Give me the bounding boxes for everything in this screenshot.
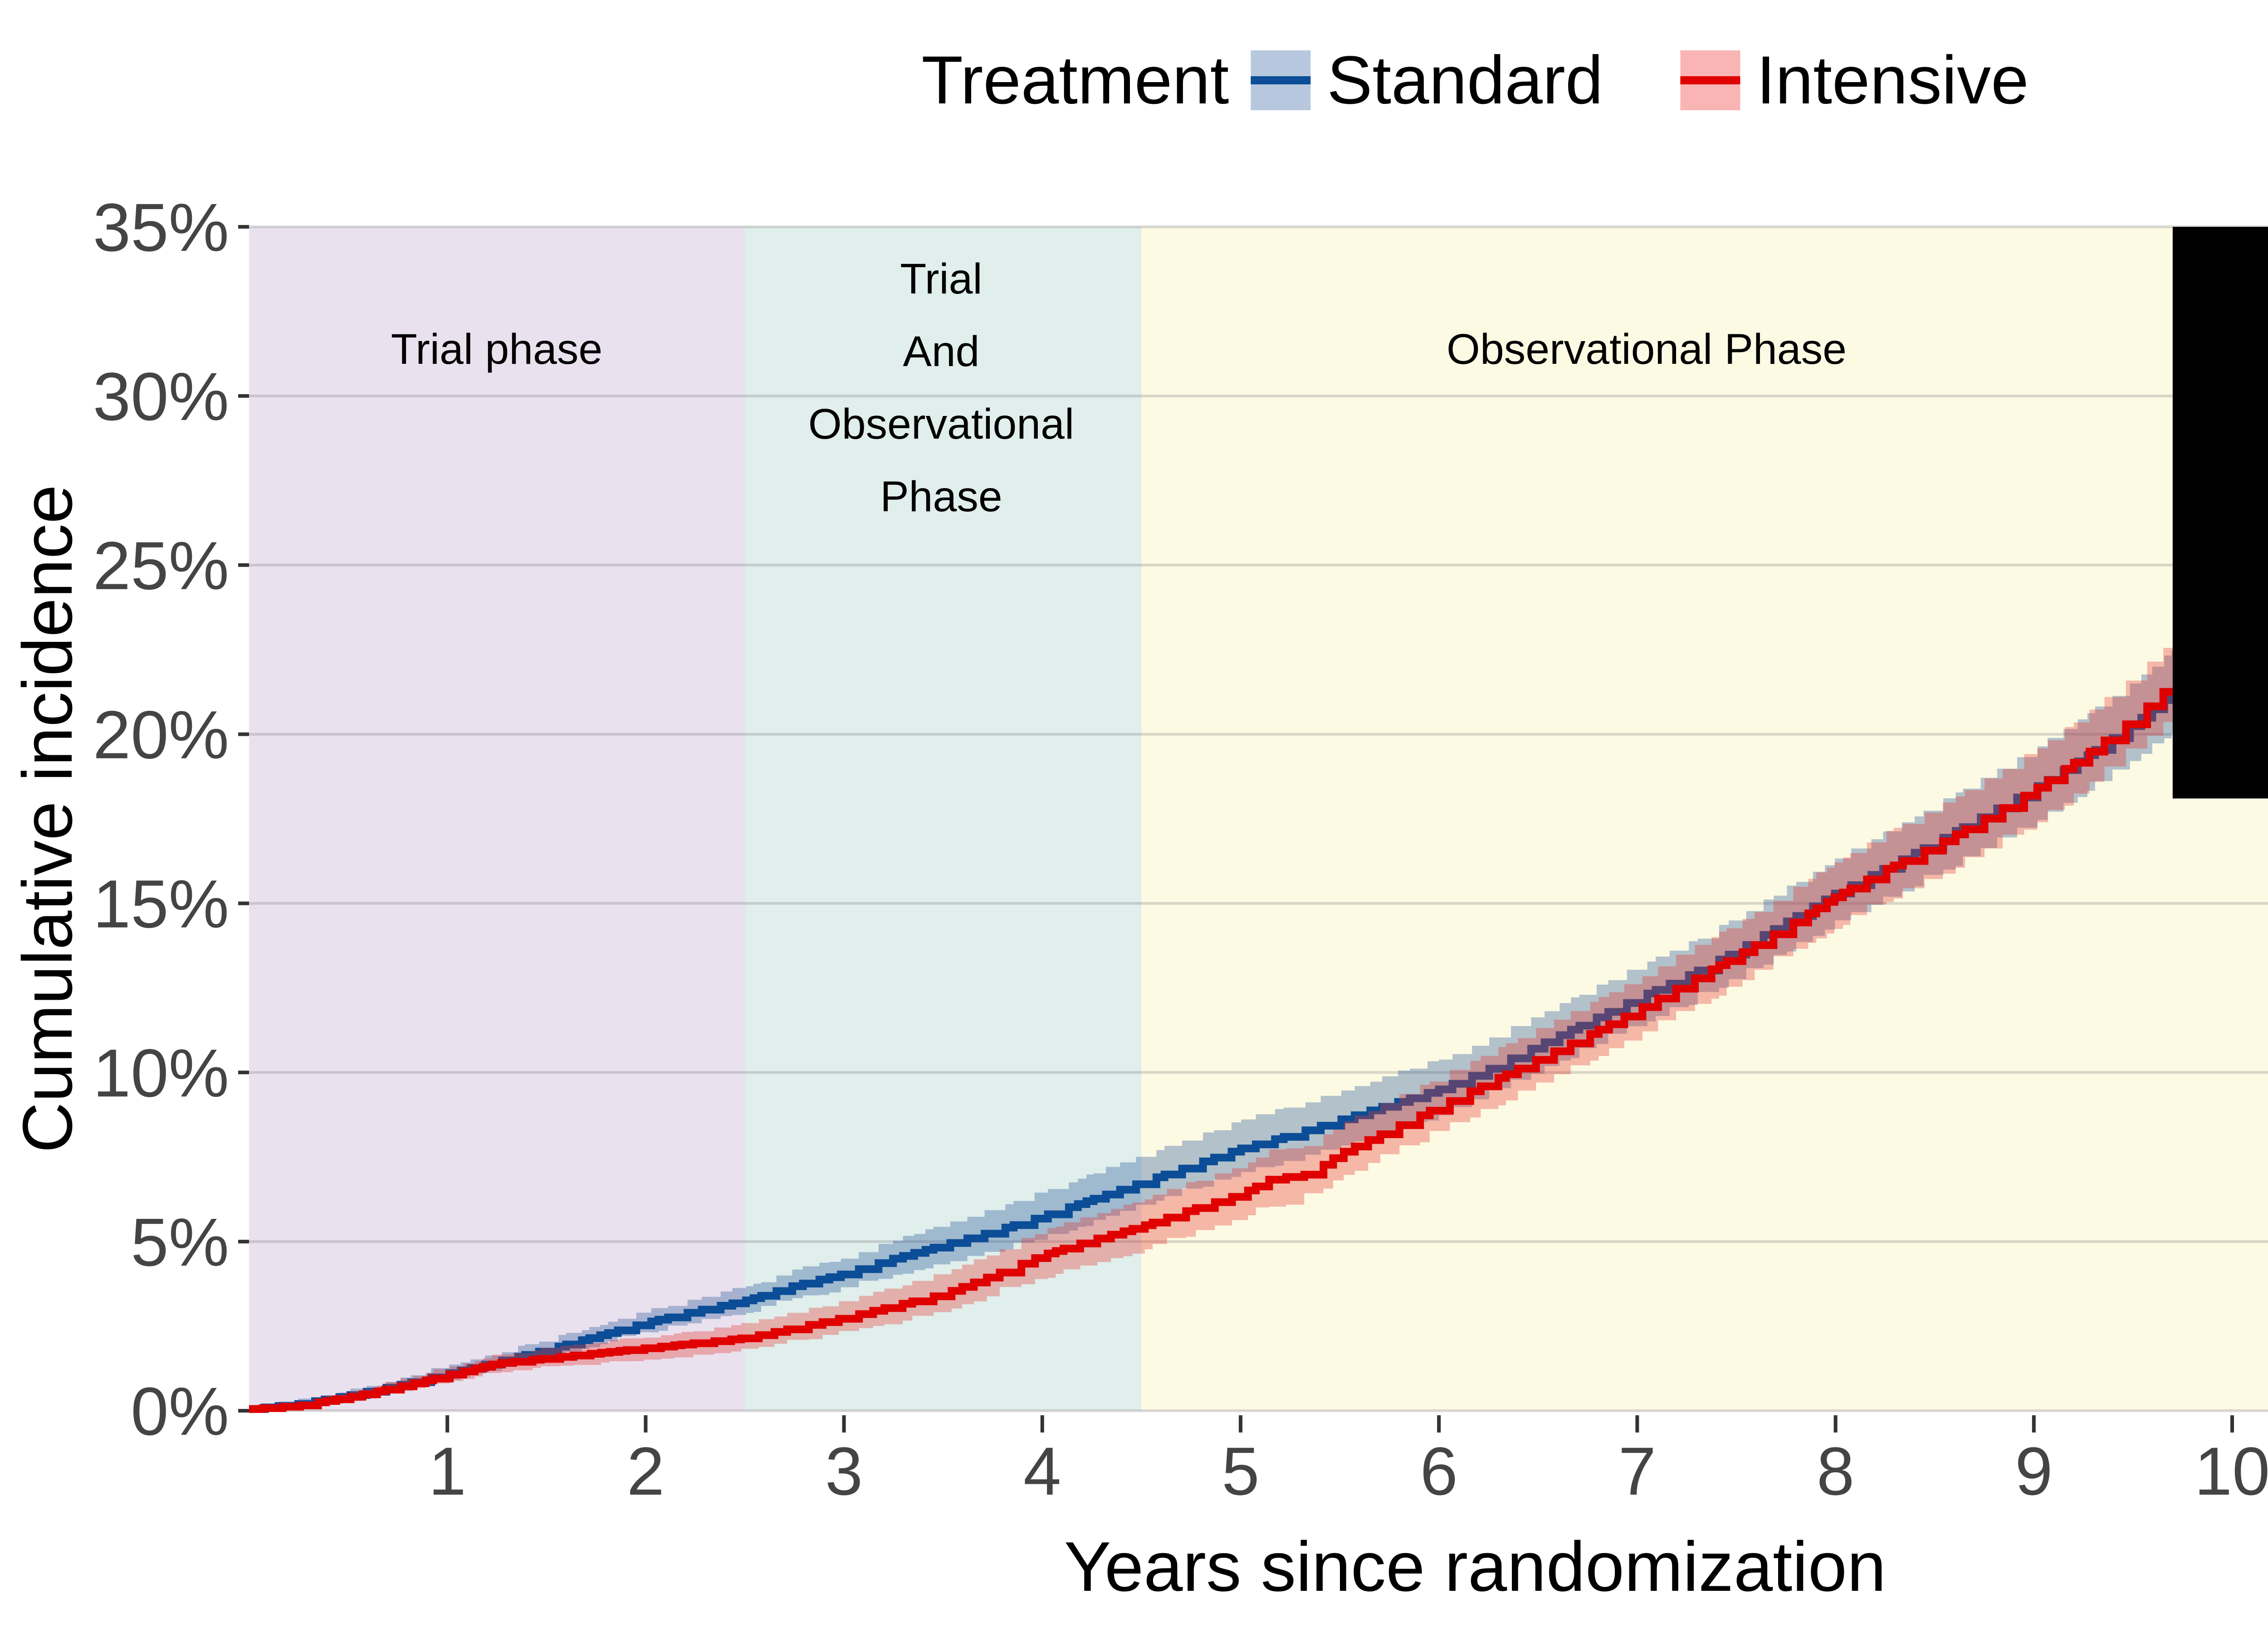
y-tick-label: 25% bbox=[93, 528, 229, 604]
region-label-trial-phase: Trial phase bbox=[391, 325, 603, 373]
y-tick-label: 5% bbox=[131, 1204, 229, 1280]
x-tick-label: 10 bbox=[2195, 1433, 2268, 1509]
redaction-box bbox=[2172, 227, 2268, 799]
standard-line bbox=[249, 631, 2268, 1413]
legend-title: Treatment bbox=[921, 42, 1229, 118]
region-label-trial-and-observational-phase: Trial And Observational Phase bbox=[808, 255, 1075, 521]
legend-label-standard: Standard bbox=[1327, 42, 1603, 118]
x-tick-label: 8 bbox=[1817, 1433, 1854, 1509]
x-tick-label: 5 bbox=[1222, 1433, 1259, 1509]
legend-label-intensive: Intensive bbox=[1756, 42, 2029, 118]
standard-legend-key-icon bbox=[1251, 50, 1311, 110]
legend-item-standard: Standard bbox=[1251, 41, 1603, 119]
y-tick-label: 15% bbox=[93, 865, 229, 942]
x-tick-label: 3 bbox=[825, 1433, 863, 1509]
x-tick-label: 6 bbox=[1420, 1433, 1457, 1509]
intensive-legend-key-icon bbox=[1680, 50, 1740, 110]
x-tick-label: 2 bbox=[627, 1433, 665, 1509]
y-tick-label: 10% bbox=[93, 1035, 229, 1111]
x-tick-label: 9 bbox=[2015, 1433, 2053, 1509]
intensive-line bbox=[249, 630, 2268, 1413]
region-rect-observational-phase bbox=[1141, 227, 2268, 1411]
region-rect-trial-and-observational-phase bbox=[745, 227, 1142, 1411]
y-tick-label: 20% bbox=[93, 697, 229, 773]
legend: Treatment Standard Intensive bbox=[921, 41, 2028, 119]
region-rect-trial-phase bbox=[249, 227, 745, 1411]
x-tick-label: 1 bbox=[428, 1433, 466, 1509]
y-tick-label: 0% bbox=[131, 1373, 229, 1449]
y-axis-title-wrap: Cumulative incidence bbox=[8, 365, 87, 1272]
x-axis-title: Years since randomization bbox=[1064, 1527, 1887, 1606]
legend-item-intensive: Intensive bbox=[1680, 41, 2029, 119]
y-tick-label: 30% bbox=[93, 358, 229, 435]
y-axis-title: Cumulative incidence bbox=[8, 484, 87, 1153]
y-tick-label: 35% bbox=[93, 189, 229, 265]
x-tick-label: 7 bbox=[1618, 1433, 1656, 1509]
x-tick-label: 4 bbox=[1023, 1433, 1061, 1509]
region-label-observational-phase: Observational Phase bbox=[1447, 325, 1847, 373]
